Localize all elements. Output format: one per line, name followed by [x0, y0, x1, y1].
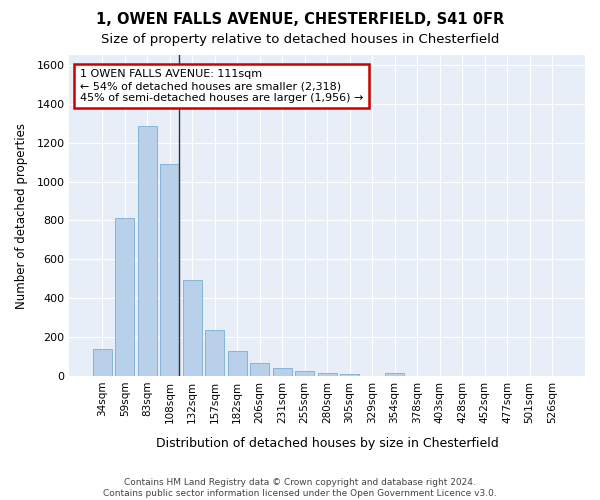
- Text: 1 OWEN FALLS AVENUE: 111sqm
← 54% of detached houses are smaller (2,318)
45% of : 1 OWEN FALLS AVENUE: 111sqm ← 54% of det…: [80, 70, 363, 102]
- Bar: [138, 126, 157, 376]
- Bar: [295, 371, 314, 376]
- Y-axis label: Number of detached properties: Number of detached properties: [15, 122, 28, 308]
- Text: 1, OWEN FALLS AVENUE, CHESTERFIELD, S41 0FR: 1, OWEN FALLS AVENUE, CHESTERFIELD, S41 …: [96, 12, 504, 28]
- Text: Contains HM Land Registry data © Crown copyright and database right 2024.
Contai: Contains HM Land Registry data © Crown c…: [103, 478, 497, 498]
- Bar: [93, 349, 112, 376]
- Bar: [317, 373, 337, 376]
- Bar: [205, 330, 224, 376]
- Bar: [385, 372, 404, 376]
- Bar: [115, 218, 134, 376]
- Bar: [250, 364, 269, 376]
- Bar: [182, 280, 202, 376]
- Text: Size of property relative to detached houses in Chesterfield: Size of property relative to detached ho…: [101, 32, 499, 46]
- X-axis label: Distribution of detached houses by size in Chesterfield: Distribution of detached houses by size …: [156, 437, 499, 450]
- Bar: [227, 352, 247, 376]
- Bar: [272, 368, 292, 376]
- Bar: [160, 164, 179, 376]
- Bar: [340, 374, 359, 376]
